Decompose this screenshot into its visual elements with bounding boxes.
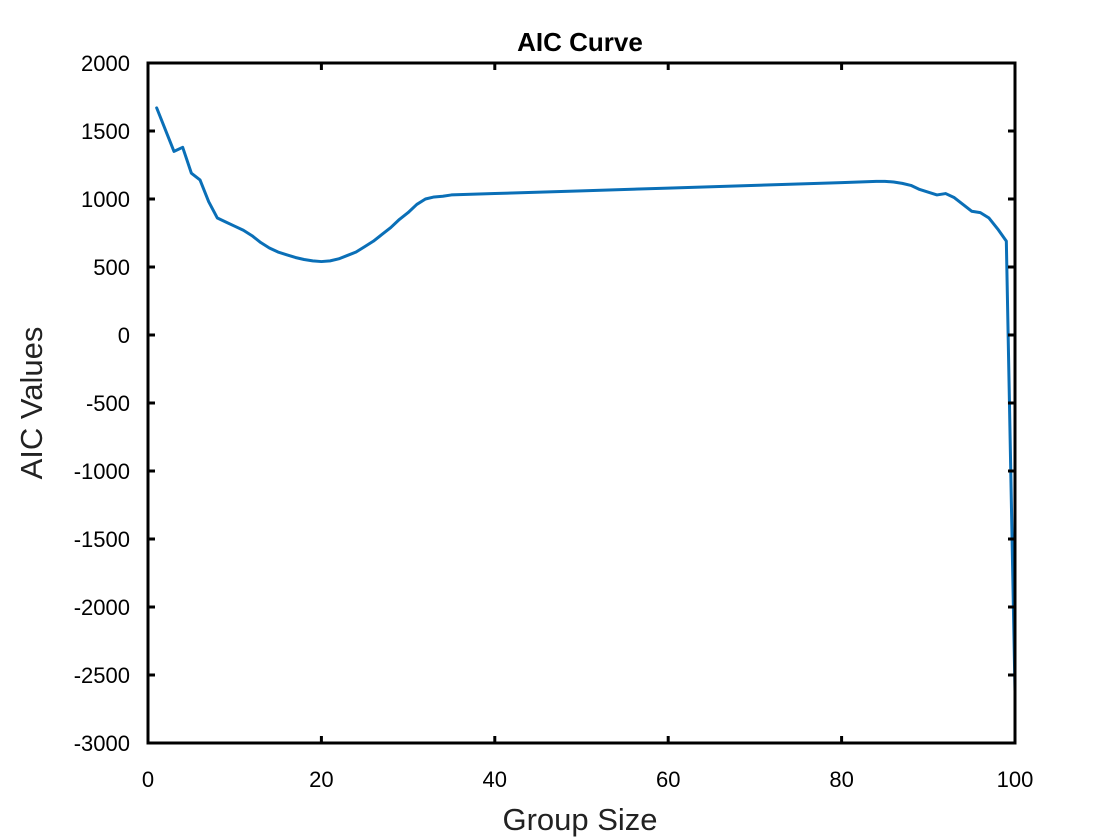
x-tick-label: 100 bbox=[997, 767, 1034, 792]
y-tick-label: 1000 bbox=[81, 187, 130, 212]
x-tick-label: 20 bbox=[309, 767, 333, 792]
y-tick-label: -2500 bbox=[74, 663, 130, 688]
x-tick-label: 40 bbox=[483, 767, 507, 792]
aic-series-line bbox=[155, 106, 1017, 693]
y-tick-label: 500 bbox=[93, 255, 130, 280]
y-tick-label: 2000 bbox=[81, 51, 130, 76]
x-axis-title: Group Size bbox=[502, 802, 657, 837]
y-tick-label: 1500 bbox=[81, 119, 130, 144]
x-tick-label: 0 bbox=[142, 767, 154, 792]
y-tick-label: -1500 bbox=[74, 527, 130, 552]
chart-title: AIC Curve bbox=[517, 27, 643, 57]
y-axis-title: AIC Values bbox=[14, 327, 49, 480]
x-tick-label: 60 bbox=[656, 767, 680, 792]
plot-area bbox=[155, 106, 1017, 693]
y-tick-label: -500 bbox=[86, 391, 130, 416]
x-tick-label: 80 bbox=[829, 767, 853, 792]
y-tick-label: 0 bbox=[118, 323, 130, 348]
axes: 0 20 40 60 80 100 -3000 -2500 -2000 -1500 -1000 -50… bbox=[74, 51, 1034, 792]
y-tick-label: -1000 bbox=[74, 459, 130, 484]
y-tick-label: -2000 bbox=[74, 595, 130, 620]
y-tick-label: -3000 bbox=[74, 731, 130, 756]
